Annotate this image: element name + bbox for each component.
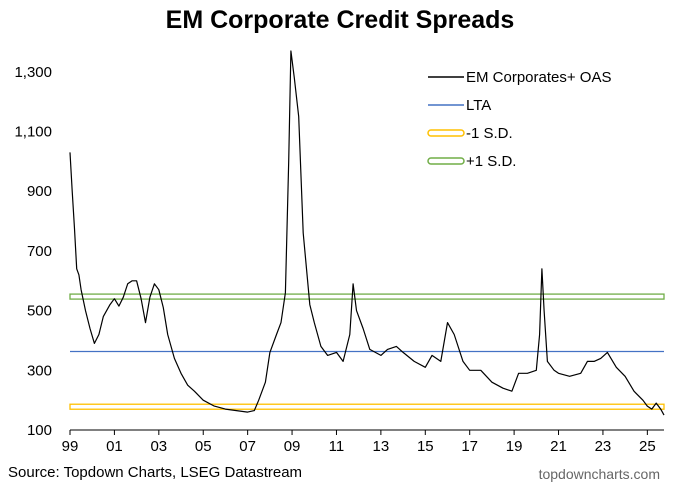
- x-tick-label: 99: [62, 438, 79, 455]
- brand-note: topdowncharts.com: [538, 466, 660, 482]
- legend-item-minus-1-sd-swatch: [427, 129, 465, 137]
- x-tick-label: 09: [284, 438, 301, 455]
- reference-lines: [69, 293, 665, 410]
- x-tick-label: 23: [595, 438, 612, 455]
- y-tick-label: 1,300: [14, 64, 52, 81]
- y-tick-label: 500: [27, 303, 52, 320]
- x-tick-label: 03: [150, 438, 167, 455]
- axis-layer: 100 300 500 700 900 1,100 1,300 99 01 03 05 07 09 11 1…: [14, 64, 664, 455]
- legend-item-minus-1-sd-label: -1 S.D.: [466, 125, 513, 142]
- legend-item-plus-1-sd-swatch: [427, 157, 465, 165]
- y-tick-label: 700: [27, 243, 52, 260]
- x-tick-label: 15: [417, 438, 434, 455]
- x-tick-label: 13: [373, 438, 390, 455]
- legend-item-em-corporates-label: EM Corporates+ OAS: [466, 69, 611, 86]
- x-tick-label: 25: [639, 438, 656, 455]
- series-layer: [69, 50, 665, 416]
- y-tick-label: 100: [27, 422, 52, 439]
- legend-item-lta-label: LTA: [466, 97, 491, 114]
- x-tick-label: 05: [195, 438, 212, 455]
- minus-1-sd-line: [69, 403, 665, 410]
- y-tick-label: 900: [27, 183, 52, 200]
- x-tick-label: 19: [506, 438, 523, 455]
- x-tick-label: 21: [550, 438, 567, 455]
- plus-1-sd-line: [69, 293, 665, 300]
- chart-title: EM Corporate Credit Spreads: [165, 6, 515, 34]
- x-tick-label: 11: [329, 438, 345, 455]
- x-tick-label: 17: [461, 438, 478, 455]
- legend: EM Corporates+ OAS LTA -1 S.D. +1 S.D.: [427, 69, 611, 170]
- y-tick-label: 300: [27, 362, 52, 379]
- em-corporates-oas-line: [69, 50, 665, 416]
- y-tick-label: 1,100: [14, 124, 52, 141]
- source-note: Source: Topdown Charts, LSEG Datastream: [8, 464, 303, 481]
- legend-item-plus-1-sd-label: +1 S.D.: [466, 153, 516, 170]
- x-tick-label: 07: [239, 438, 256, 455]
- x-tick-label: 01: [106, 438, 123, 455]
